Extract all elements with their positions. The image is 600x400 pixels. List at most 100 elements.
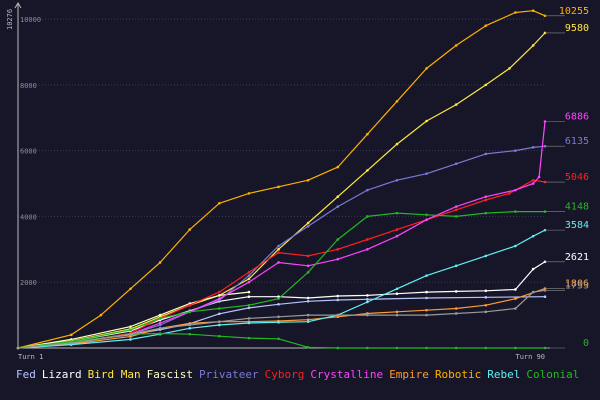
point-unnamed-11: [247, 336, 251, 340]
point-unnamed-12: [69, 341, 73, 345]
point-robotic: [454, 44, 458, 47]
point-bird-man: [306, 221, 310, 225]
point-robotic: [306, 178, 310, 182]
series-line-lizard: [17, 261, 546, 349]
point-unnamed-11: [277, 337, 280, 341]
point-crystalline: [514, 188, 517, 192]
point-privateer: [277, 244, 280, 248]
point-unnamed-11: [306, 346, 310, 349]
x-end-label: Turn 90: [515, 353, 545, 361]
point-unnamed-11: [158, 332, 162, 335]
point-unnamed-12: [514, 307, 517, 310]
point-fed: [336, 298, 340, 302]
end-label-cyborg: 5046: [565, 172, 589, 183]
point-cyborg: [366, 238, 369, 241]
point-unnamed-12: [336, 313, 340, 317]
end-label-rebel: 3584: [565, 220, 589, 231]
point-rebel: [484, 254, 488, 258]
point-lizard: [247, 295, 251, 298]
point-rebel: [395, 287, 399, 291]
point-unnamed-12: [16, 346, 20, 350]
point-privateer: [425, 172, 428, 175]
point-lizard: [395, 292, 399, 296]
point-bird-man: [336, 195, 340, 198]
point-colonial: [306, 271, 310, 274]
end-label-unnamed-12: 1753: [565, 280, 589, 291]
point-robotic: [247, 192, 251, 195]
end-label-empire: 1806: [565, 279, 589, 290]
point-crystalline: [537, 175, 541, 179]
point-rebel: [454, 264, 458, 268]
point-unnamed-11: [218, 334, 221, 338]
point-rebel: [129, 338, 132, 341]
end-label-robotic: 10255: [559, 6, 589, 17]
point-privateer: [366, 188, 369, 192]
point-fascist: [218, 294, 221, 297]
point-bird-man: [366, 169, 369, 172]
end-label-bird-man: 9580: [565, 23, 589, 34]
point-cyborg: [247, 271, 251, 274]
point-robotic: [366, 132, 369, 136]
legend-item-crystalline: Crystalline: [310, 368, 384, 381]
point-robotic: [188, 228, 192, 231]
point-unnamed-12: [158, 326, 162, 330]
point-rebel: [425, 274, 428, 277]
point-colonial: [247, 303, 251, 307]
point-rebel: [277, 321, 280, 324]
point-cyborg: [454, 208, 458, 212]
point-fed: [277, 302, 280, 306]
point-cyborg: [508, 192, 511, 195]
point-colonial: [336, 238, 340, 241]
point-bird-man: [425, 119, 428, 123]
point-robotic: [277, 185, 280, 189]
y-tick-label: 6000: [20, 148, 37, 156]
point-bird-man: [277, 248, 280, 251]
point-fed: [218, 312, 221, 316]
series-line-rebel: [17, 229, 546, 349]
point-robotic: [514, 11, 517, 14]
point-fascist: [247, 290, 251, 294]
point-cyborg: [395, 228, 399, 231]
legend: Fed Lizard Bird Man Fascist Privateer Cyborg C…: [16, 368, 585, 384]
point-colonial: [366, 215, 369, 218]
point-cyborg: [336, 248, 340, 251]
point-bird-man: [484, 83, 488, 87]
point-robotic: [336, 165, 340, 169]
legend-item-rebel: Rebel: [487, 368, 521, 381]
series-line-colonial: [17, 211, 545, 349]
legend-item-colonial: Colonial: [526, 368, 580, 381]
grid-lines: 2000 4000 6000 8000 10000: [18, 16, 545, 287]
point-rebel: [514, 244, 517, 248]
point-colonial: [277, 297, 280, 300]
point-colonial: [129, 328, 132, 332]
point-unnamed-12: [454, 312, 458, 315]
end-label-colonial: 4148: [565, 202, 589, 213]
point-unnamed-12: [425, 313, 428, 317]
point-unnamed-12: [277, 315, 280, 319]
point-colonial: [218, 307, 221, 310]
point-empire: [514, 297, 517, 300]
point-lizard: [306, 296, 310, 300]
point-colonial: [188, 310, 192, 314]
x-start-label: Turn 1: [18, 353, 43, 361]
point-unnamed-11: [188, 332, 192, 336]
end-label-crystalline: 6886: [565, 112, 589, 123]
legend-item-fascist: Fascist: [146, 368, 193, 381]
point-fed: [425, 296, 428, 300]
point-robotic: [69, 333, 73, 337]
point-rebel: [366, 300, 369, 304]
point-crystalline: [306, 264, 310, 268]
legend-item-bird-man: Bird Man: [87, 368, 141, 381]
point-crystalline: [218, 297, 221, 300]
point-empire: [425, 308, 428, 312]
end-label-lizard: 2621: [565, 252, 589, 263]
point-robotic: [99, 313, 103, 317]
point-unnamed-12: [484, 310, 488, 314]
legend-item-fed: Fed: [16, 368, 36, 381]
point-lizard: [336, 294, 340, 298]
point-privateer: [395, 178, 399, 182]
point-unnamed-11: [395, 346, 399, 350]
point-rebel: [188, 326, 192, 330]
point-fascist: [158, 313, 162, 317]
